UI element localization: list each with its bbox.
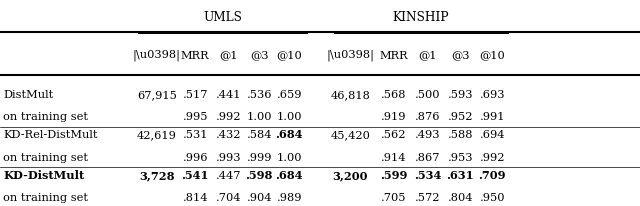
- Text: 3,728: 3,728: [139, 170, 175, 181]
- Text: .517: .517: [182, 90, 208, 100]
- Text: |\u0398|: |\u0398|: [133, 50, 181, 61]
- Text: .705: .705: [381, 193, 406, 203]
- Text: .995: .995: [182, 112, 208, 122]
- Text: @10: @10: [276, 51, 302, 61]
- Text: .952: .952: [447, 112, 473, 122]
- Text: .919: .919: [381, 112, 406, 122]
- Text: .599: .599: [380, 170, 407, 181]
- Text: .684: .684: [276, 170, 303, 181]
- Text: .500: .500: [415, 90, 440, 100]
- Text: .541: .541: [182, 170, 209, 181]
- Text: 1.00: 1.00: [276, 153, 302, 163]
- Text: .876: .876: [415, 112, 440, 122]
- Text: .693: .693: [479, 90, 505, 100]
- Text: .493: .493: [415, 130, 440, 140]
- Text: .704: .704: [216, 193, 241, 203]
- Text: 1.00: 1.00: [276, 112, 302, 122]
- Text: .991: .991: [479, 112, 505, 122]
- Text: .992: .992: [479, 153, 505, 163]
- Text: .953: .953: [447, 153, 473, 163]
- Text: KD-DistMult: KD-DistMult: [3, 170, 84, 181]
- Text: @3: @3: [451, 51, 469, 61]
- Text: KD-Rel-DistMult: KD-Rel-DistMult: [3, 130, 98, 140]
- Text: @1: @1: [419, 51, 436, 61]
- Text: .694: .694: [479, 130, 505, 140]
- Text: .441: .441: [216, 90, 241, 100]
- Text: .531: .531: [182, 130, 208, 140]
- Text: MRR: MRR: [181, 51, 209, 61]
- Text: MRR: MRR: [380, 51, 408, 61]
- Text: on training set: on training set: [3, 112, 88, 122]
- Text: .584: .584: [246, 130, 272, 140]
- Text: UMLS: UMLS: [204, 11, 243, 24]
- Text: .993: .993: [216, 153, 241, 163]
- Text: .447: .447: [216, 171, 241, 180]
- Text: .432: .432: [216, 130, 241, 140]
- Text: .709: .709: [479, 170, 506, 181]
- Text: |\u0398|: |\u0398|: [326, 50, 374, 61]
- Text: .804: .804: [447, 193, 473, 203]
- Text: .684: .684: [276, 129, 303, 140]
- Text: .631: .631: [446, 170, 474, 181]
- Text: .989: .989: [276, 193, 302, 203]
- Text: DistMult: DistMult: [3, 90, 54, 100]
- Text: 3,200: 3,200: [332, 170, 368, 181]
- Text: 1.00: 1.00: [246, 112, 272, 122]
- Text: .598: .598: [246, 170, 273, 181]
- Text: .904: .904: [246, 193, 272, 203]
- Text: .572: .572: [415, 193, 440, 203]
- Text: 45,420: 45,420: [330, 130, 370, 140]
- Text: on training set: on training set: [3, 153, 88, 163]
- Text: .814: .814: [182, 193, 208, 203]
- Text: .659: .659: [276, 90, 302, 100]
- Text: @10: @10: [479, 51, 505, 61]
- Text: .914: .914: [381, 153, 406, 163]
- Text: .950: .950: [479, 193, 505, 203]
- Text: 46,818: 46,818: [330, 90, 370, 100]
- Text: @3: @3: [250, 51, 268, 61]
- Text: .999: .999: [246, 153, 272, 163]
- Text: @1: @1: [220, 51, 237, 61]
- Text: 67,915: 67,915: [137, 90, 177, 100]
- Text: .568: .568: [381, 90, 406, 100]
- Text: .996: .996: [182, 153, 208, 163]
- Text: 42,619: 42,619: [137, 130, 177, 140]
- Text: .593: .593: [447, 90, 473, 100]
- Text: .992: .992: [216, 112, 241, 122]
- Text: .588: .588: [447, 130, 473, 140]
- Text: .534: .534: [414, 170, 441, 181]
- Text: KINSHIP: KINSHIP: [393, 11, 449, 24]
- Text: .562: .562: [381, 130, 406, 140]
- Text: .867: .867: [415, 153, 440, 163]
- Text: .536: .536: [246, 90, 272, 100]
- Text: on training set: on training set: [3, 193, 88, 203]
